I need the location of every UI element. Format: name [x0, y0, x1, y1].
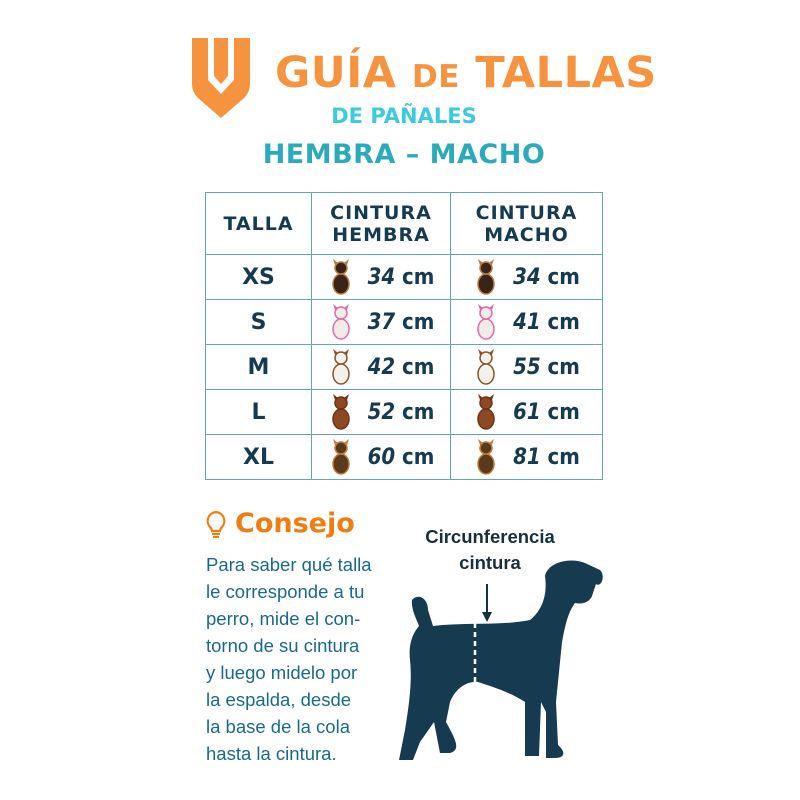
size-cell: XS [205, 254, 312, 300]
male-waist-value: 41 cm [513, 309, 580, 335]
table-row: L 52 cm 61 cm [205, 389, 603, 435]
lightbulb-icon [206, 510, 226, 538]
german-shepherd-dog-icon [331, 439, 350, 475]
male-waist-value: 55 cm [513, 354, 580, 380]
tip-line: hasta la cintura. [206, 743, 337, 764]
male-waist-cell: 55 cm [450, 344, 603, 390]
female-waist-value: 60 cm [367, 444, 435, 470]
cocker-spaniel-dog-icon [331, 394, 350, 430]
genders-heading: HEMBRA – MACHO [262, 139, 546, 170]
female-waist-value: 42 cm [367, 354, 435, 380]
label-line: cintura [459, 552, 521, 573]
tip-line: perro, mide el con- [206, 608, 361, 629]
tip-line: Para saber qué talla [206, 554, 372, 575]
size-cell: XL [205, 434, 312, 480]
tip-line: torno de su cintura [206, 635, 360, 656]
german-shepherd-dog-icon [477, 439, 495, 475]
tip-line: le corresponde a tu [206, 581, 365, 602]
tip-line: y luego midelo por [206, 662, 358, 683]
tip-title: Consejo [235, 508, 355, 539]
male-waist-cell: 34 cm [450, 254, 603, 300]
maltese-dog-icon [477, 304, 495, 340]
header-cintura-macho: CINTURA MACHO [450, 192, 603, 255]
subtitle: DE PAÑALES [331, 104, 477, 128]
title-word: TALLAS [475, 48, 657, 98]
header-talla: TALLA [205, 192, 312, 255]
tip-line: la base de la cola [206, 716, 350, 737]
male-waist-value: 61 cm [513, 399, 580, 425]
beagle-dog-icon [331, 349, 350, 385]
logo-icon [192, 38, 250, 118]
male-waist-cell: 61 cm [450, 389, 603, 435]
female-waist-cell: 52 cm [311, 389, 451, 435]
female-waist-cell: 60 cm [311, 434, 451, 480]
tip-text: Para saber qué talla le corresponde a tu p… [206, 551, 406, 767]
cocker-spaniel-dog-icon [477, 394, 495, 430]
male-waist-value: 34 cm [513, 264, 580, 290]
male-waist-cell: 81 cm [450, 434, 603, 480]
chihuahua-dog-icon [331, 259, 350, 295]
title-word: GUÍA [275, 48, 397, 98]
female-waist-value: 37 cm [367, 309, 435, 335]
maltese-dog-icon [331, 304, 350, 340]
size-cell: S [205, 299, 312, 345]
tip-line: la espalda, desde [206, 689, 352, 710]
table-header-row: TALLA CINTURA HEMBRA CINTURA MACHO [205, 192, 603, 255]
male-waist-value: 81 cm [513, 444, 580, 470]
title-word: DE [411, 59, 460, 95]
chihuahua-dog-icon [477, 259, 495, 295]
size-cell: M [205, 344, 312, 390]
female-waist-value: 52 cm [367, 399, 435, 425]
waist-circumference-label: Circunferencia cintura [410, 524, 570, 576]
female-waist-value: 34 cm [367, 264, 435, 290]
beagle-dog-icon [477, 349, 495, 385]
female-waist-cell: 42 cm [311, 344, 451, 390]
table-row: M 42 cm 55 cm [205, 344, 603, 390]
page-title: GUÍA DE TALLAS [275, 48, 657, 98]
size-table: TALLA CINTURA HEMBRA CINTURA MACHO XS 34 c… [205, 192, 603, 480]
table-row: XS 34 cm 34 cm [205, 254, 603, 300]
label-line: Circunferencia [425, 526, 555, 547]
table-row: XL 60 cm 81 cm [205, 434, 603, 480]
tip-heading: Consejo [205, 508, 355, 539]
